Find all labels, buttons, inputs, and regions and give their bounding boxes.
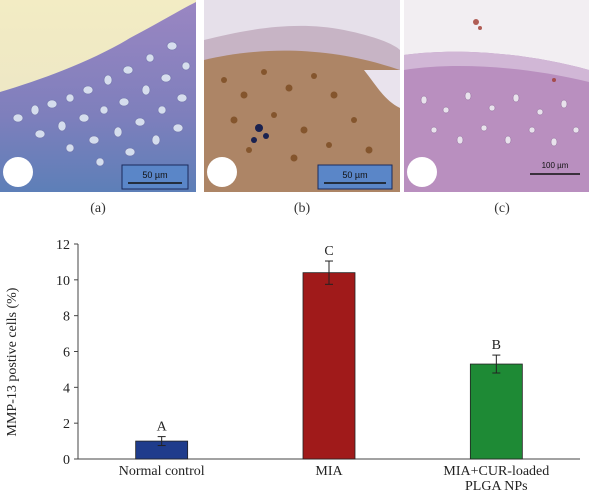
y-tick-label: 2: [63, 417, 70, 432]
significance-label: C: [324, 244, 333, 259]
scale-bar-label-b: 50 µm: [342, 170, 367, 180]
y-tick-label: 8: [63, 310, 70, 325]
y-tick-label: 0: [63, 453, 70, 468]
y-tick-label: 12: [56, 238, 70, 253]
bar: [302, 272, 356, 460]
scale-bar-label-a: 50 µm: [142, 170, 167, 180]
micrograph-b: 50 µm: [204, 0, 400, 192]
y-tick-label: 10: [56, 274, 70, 289]
significance-label: A: [157, 420, 168, 435]
bars: A C B: [135, 244, 523, 460]
scale-bar-label-c: 100 µm: [542, 161, 569, 170]
panel-label-b: (b): [293, 201, 311, 216]
x-tick-label: MIA: [315, 464, 343, 479]
bar-chart: MMP-13 postive cells (%) 0 2 4 6 8 10 12 A C B N…: [5, 238, 580, 494]
y-axis-label: MMP-13 postive cells (%): [5, 287, 20, 436]
bar: [469, 363, 523, 460]
micrograph-c: 100 µm: [404, 0, 589, 192]
panel-label-c: (c): [494, 201, 510, 216]
panel-label-a: (a): [90, 201, 106, 216]
significance-label: B: [492, 338, 501, 353]
x-tick-label: PLGA NPs: [465, 479, 528, 494]
y-tick-label: 4: [63, 381, 70, 396]
y-tick-label: 6: [63, 346, 70, 361]
micrograph-a: 50 µm: [0, 0, 196, 192]
x-tick-label: Normal control: [119, 464, 205, 479]
x-tick-label: MIA+CUR-loaded: [443, 464, 549, 479]
